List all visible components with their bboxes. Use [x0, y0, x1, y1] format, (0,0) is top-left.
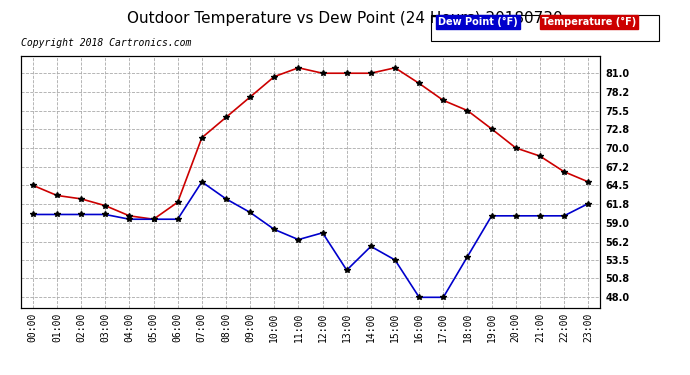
Text: Copyright 2018 Cartronics.com: Copyright 2018 Cartronics.com: [21, 38, 191, 48]
Text: Outdoor Temperature vs Dew Point (24 Hours) 20180730: Outdoor Temperature vs Dew Point (24 Hou…: [127, 11, 563, 26]
Text: Temperature (°F): Temperature (°F): [542, 17, 636, 27]
Text: Dew Point (°F): Dew Point (°F): [438, 17, 518, 27]
